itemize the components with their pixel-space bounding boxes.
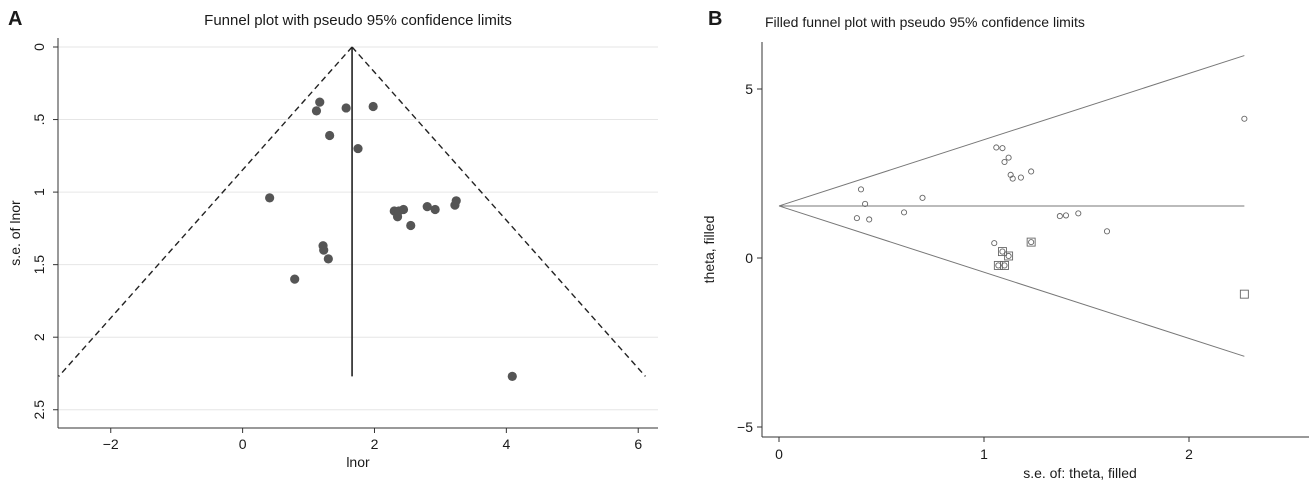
study-point [311,106,322,116]
observed-study-point [1028,239,1035,246]
observed-study-point [1103,228,1111,235]
observed-study-point [999,145,1006,152]
filled-funnel-plot-chart: −5 0 5 0 1 2 s.e. of: theta, filled theta, fill… [701,42,1309,481]
y-tick-label: 2 [31,333,47,341]
y-tick-label: .5 [31,114,47,126]
observed-study-point [991,240,998,247]
study-point [451,196,461,206]
observed-study-point [1009,175,1016,182]
x-tick-label: 1 [980,446,988,462]
funnel-plot-panel: A Funnel plot with pseudo 95% confidence… [7,8,658,470]
y-tick-label: 5 [745,81,753,97]
observed-study-point [1001,158,1008,166]
x-tick-label: 2 [371,436,379,452]
observed-study-point [993,144,1000,151]
filled-study-point [1026,237,1036,247]
study-point [406,220,416,231]
observed-study-point [862,200,869,207]
x-tick-label: 6 [634,436,642,452]
chart-b-title: Filled funnel plot with pseudo 95% confi… [765,14,1085,30]
study-point [265,193,275,203]
observed-study-point [995,262,1002,269]
observed-study-point [1028,168,1035,175]
x-axis-label: lnor [346,454,370,470]
filled-study-point [1000,260,1009,270]
x-tick-label: 0 [239,436,247,452]
observed-study-point [1062,212,1070,219]
filled-study-point [1239,289,1249,299]
y-axis-label: theta, filled [701,216,717,284]
y-tick-label: −5 [737,419,753,435]
filled-study-point [1004,251,1014,261]
study-point [290,274,300,284]
y-tick-label: 1.5 [31,255,47,275]
y-tick-label: 0 [31,43,47,51]
study-point [398,204,409,215]
observed-study-point [1075,210,1082,217]
study-point [430,204,440,215]
observed-study-point [857,186,865,193]
x-tick-label: −2 [103,436,119,452]
observed-study-point [1056,213,1063,220]
study-point [325,130,335,141]
funnel-plot-chart: 0 .5 1 1.5 2 2.5 −2 0 2 4 6 lnor s.e. of lnor [7,38,658,470]
study-point [315,97,325,107]
study-point [368,101,378,112]
observed-study-point [866,216,873,223]
y-tick-label: 1 [31,188,47,196]
x-tick-label: 0 [775,446,783,462]
x-tick-label: 4 [502,436,510,452]
filled-funnel-plot-panel: B Filled funnel plot with pseudo 95% con… [690,0,1309,483]
filled-study-point [993,260,1003,270]
y-tick-label: 0 [745,250,753,266]
observed-study-point [919,194,926,201]
y-tick-label: 2.5 [31,400,47,420]
study-point [507,371,517,381]
study-point [353,143,363,154]
observed-study-point [1241,115,1248,122]
observed-study-point [900,209,908,216]
x-tick-label: 2 [1185,446,1193,462]
upper-confidence-limit [778,55,1245,207]
observed-study-point [853,215,860,222]
lower-confidence-limit [58,46,353,377]
panel-a-label: A [8,8,23,30]
study-point [319,245,329,255]
chart-a-title: Funnel plot with pseudo 95% confidence l… [204,12,512,29]
x-axis-label: s.e. of: theta, filled [1023,465,1137,481]
study-point [341,103,351,113]
y-axis-label: s.e. of lnor [7,200,23,266]
study-point [323,254,333,264]
lower-confidence-limit [778,205,1245,357]
study-point [422,202,432,212]
observed-study-point [1005,154,1012,161]
panel-b-label: B [708,8,723,30]
upper-confidence-limit [351,46,646,377]
observed-study-point [1017,174,1024,181]
